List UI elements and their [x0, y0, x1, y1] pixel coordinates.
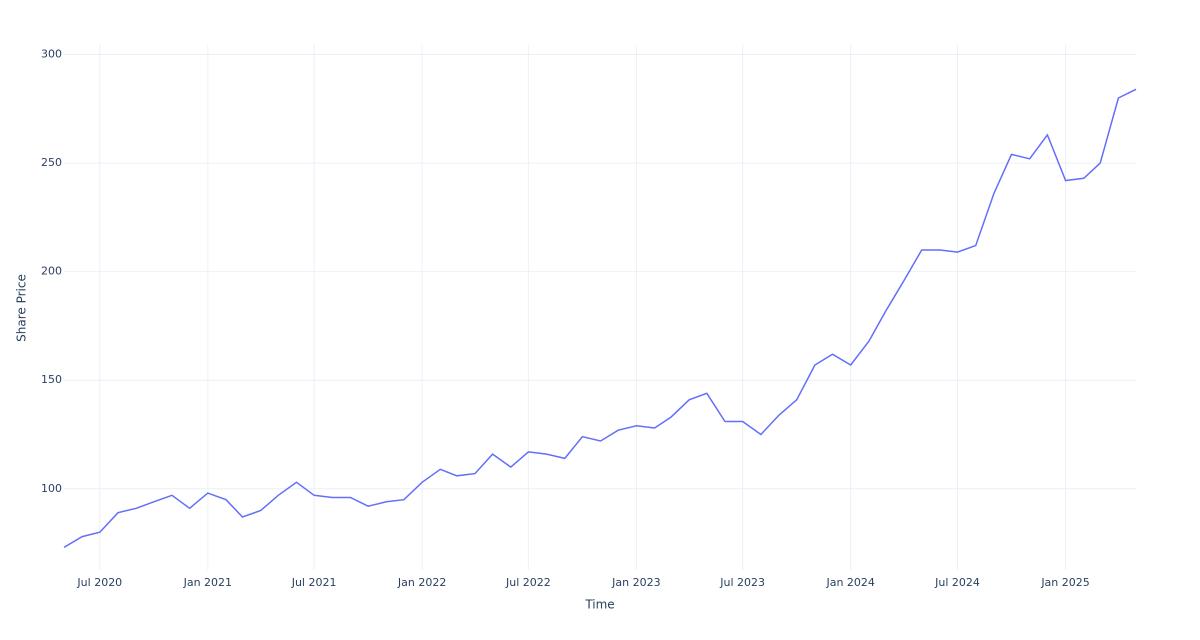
y-tick-label: 250: [41, 156, 62, 169]
x-tick-label: Jul 2020: [76, 576, 122, 589]
x-tick-label: Jul 2022: [505, 576, 551, 589]
x-tick-label: Jul 2024: [934, 576, 980, 589]
y-axis-title: Share Price: [15, 274, 29, 342]
x-tick-label: Jan 2025: [1040, 576, 1089, 589]
x-tick-label: Jul 2023: [719, 576, 765, 589]
x-tick-label: Jan 2024: [825, 576, 874, 589]
y-tick-label: 300: [41, 48, 62, 61]
x-tick-label: Jul 2021: [291, 576, 337, 589]
x-tick-label: Jan 2023: [611, 576, 660, 589]
y-tick-label: 100: [41, 482, 62, 495]
price-line: [63, 88, 1137, 549]
y-tick-label: 150: [41, 373, 62, 386]
y-tick-label: 200: [41, 265, 62, 278]
x-tick-label: Jan 2021: [183, 576, 232, 589]
x-tick-label: Jan 2022: [397, 576, 446, 589]
x-axis-title: Time: [584, 598, 614, 612]
